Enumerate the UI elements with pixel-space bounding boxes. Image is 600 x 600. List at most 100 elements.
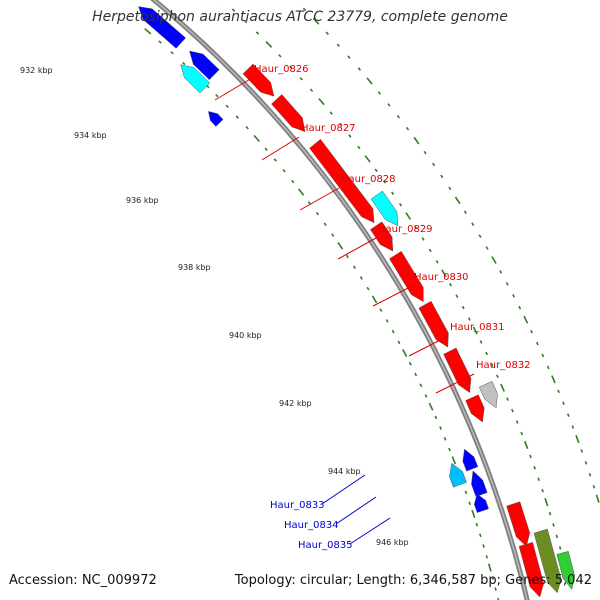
gc-dot (557, 389, 560, 394)
gene-cyan-top (180, 64, 211, 94)
kbp-tick-label: 936 kbp (126, 196, 159, 205)
gc-dot (471, 509, 476, 518)
gene-misc (556, 550, 575, 590)
gc-dot (485, 555, 488, 559)
gc-dot (235, 115, 239, 119)
gc-dot (215, 93, 219, 98)
gc-dot (405, 212, 412, 220)
gc-dot (339, 122, 343, 127)
gc-dot (558, 546, 562, 550)
gc-dot (245, 126, 249, 130)
gc-dot (479, 340, 483, 344)
gene-label-reverse: Haur_0835 (298, 540, 353, 551)
gc-dot (318, 98, 325, 106)
gc-dot (357, 67, 362, 71)
gc-dot (366, 77, 373, 85)
gc-dot (329, 111, 333, 115)
gc-dot (231, 8, 236, 12)
gene-label-forward: Haur_0830 (414, 272, 469, 283)
gc-dot (548, 511, 552, 516)
accession-text: Accession: NC_009972 (9, 573, 157, 588)
gc-dot (449, 282, 452, 287)
gene-label-forward: Haur_0828 (341, 174, 396, 185)
gc-dot (405, 126, 410, 131)
gene-reverse-top-b (189, 50, 220, 81)
label-leader (214, 77, 253, 101)
label-leader (372, 285, 413, 307)
gene-other-forward (370, 190, 399, 227)
gc-dot (485, 351, 489, 356)
gene-reverse-c (471, 470, 488, 497)
kbp-tick-label: 946 kbp (376, 538, 409, 547)
gc-dot (454, 196, 461, 205)
gc-dot (491, 256, 497, 264)
gc-dot (253, 134, 260, 143)
kbp-tick-label: 940 kbp (229, 331, 262, 340)
kbp-tick-label: 942 kbp (279, 399, 312, 408)
label-leader (261, 136, 300, 161)
gc-dot (529, 454, 532, 459)
gc-dot (421, 237, 425, 241)
gc-dot (595, 494, 600, 503)
gc-dot (299, 77, 303, 81)
gc-dot (546, 365, 550, 370)
gene-haur-0834 (462, 448, 479, 472)
backbone-ring (150, 0, 530, 600)
gc-dot (482, 544, 485, 548)
gene-red-lower-a (506, 501, 530, 547)
gc-dot (366, 286, 370, 291)
backbone-highlight (152, 0, 528, 600)
gc-dot (588, 473, 592, 477)
gene-label-forward: Haur_0832 (476, 360, 531, 371)
gc-dot (463, 210, 467, 215)
gc-dot (352, 265, 357, 270)
gc-dot (182, 61, 186, 66)
gc-dot (364, 155, 371, 163)
gc-dot (348, 134, 352, 138)
gene-label-forward: Haur_0831 (450, 322, 505, 333)
gc-dot (512, 294, 516, 298)
gc-dot (544, 498, 549, 507)
gc-dot (491, 576, 494, 581)
gc-dot (414, 225, 418, 230)
gc-dot (309, 88, 314, 92)
gc-dot (575, 435, 580, 444)
gc-dot (408, 361, 412, 366)
gc-dot (530, 329, 534, 334)
label-leaders (214, 77, 475, 545)
gc-dot (533, 466, 536, 470)
gc-dot (255, 31, 260, 35)
label-leader (408, 335, 449, 357)
gc-dot (475, 522, 479, 527)
gene-haur-0828 (309, 138, 375, 224)
gene-label-forward: Haur_0827 (301, 123, 356, 134)
gc-dot (359, 276, 363, 280)
gc-dot (562, 401, 565, 405)
gc-dot (520, 431, 524, 436)
gc-dot (396, 115, 401, 119)
gene-label-reverse: Haur_0833 (270, 500, 325, 511)
gc-dot (448, 186, 452, 191)
gc-dot (435, 260, 439, 264)
gc-dot (541, 353, 545, 358)
gc-dot (158, 40, 162, 44)
gc-dot (391, 329, 395, 334)
gc-dot (225, 104, 229, 109)
gene-haur-0831 (418, 300, 449, 348)
gene-haur-0833 (449, 462, 467, 488)
gc-dot (485, 246, 489, 250)
gene-reverse-top (138, 6, 186, 49)
gc-dot (144, 28, 152, 35)
gc-dot (535, 341, 539, 346)
map-title: Herpetosiphon aurantiacus ATCC 23779, co… (92, 9, 508, 25)
gc-dot (584, 461, 588, 465)
gc-dot (505, 282, 509, 286)
kbp-tick-label: 944 kbp (328, 467, 361, 476)
gc-dot (312, 17, 320, 25)
gene-pseudo (478, 380, 498, 409)
gc-dot (371, 295, 378, 304)
gc-dot (315, 211, 320, 216)
label-leader (321, 474, 366, 505)
gc-dot (500, 383, 505, 392)
